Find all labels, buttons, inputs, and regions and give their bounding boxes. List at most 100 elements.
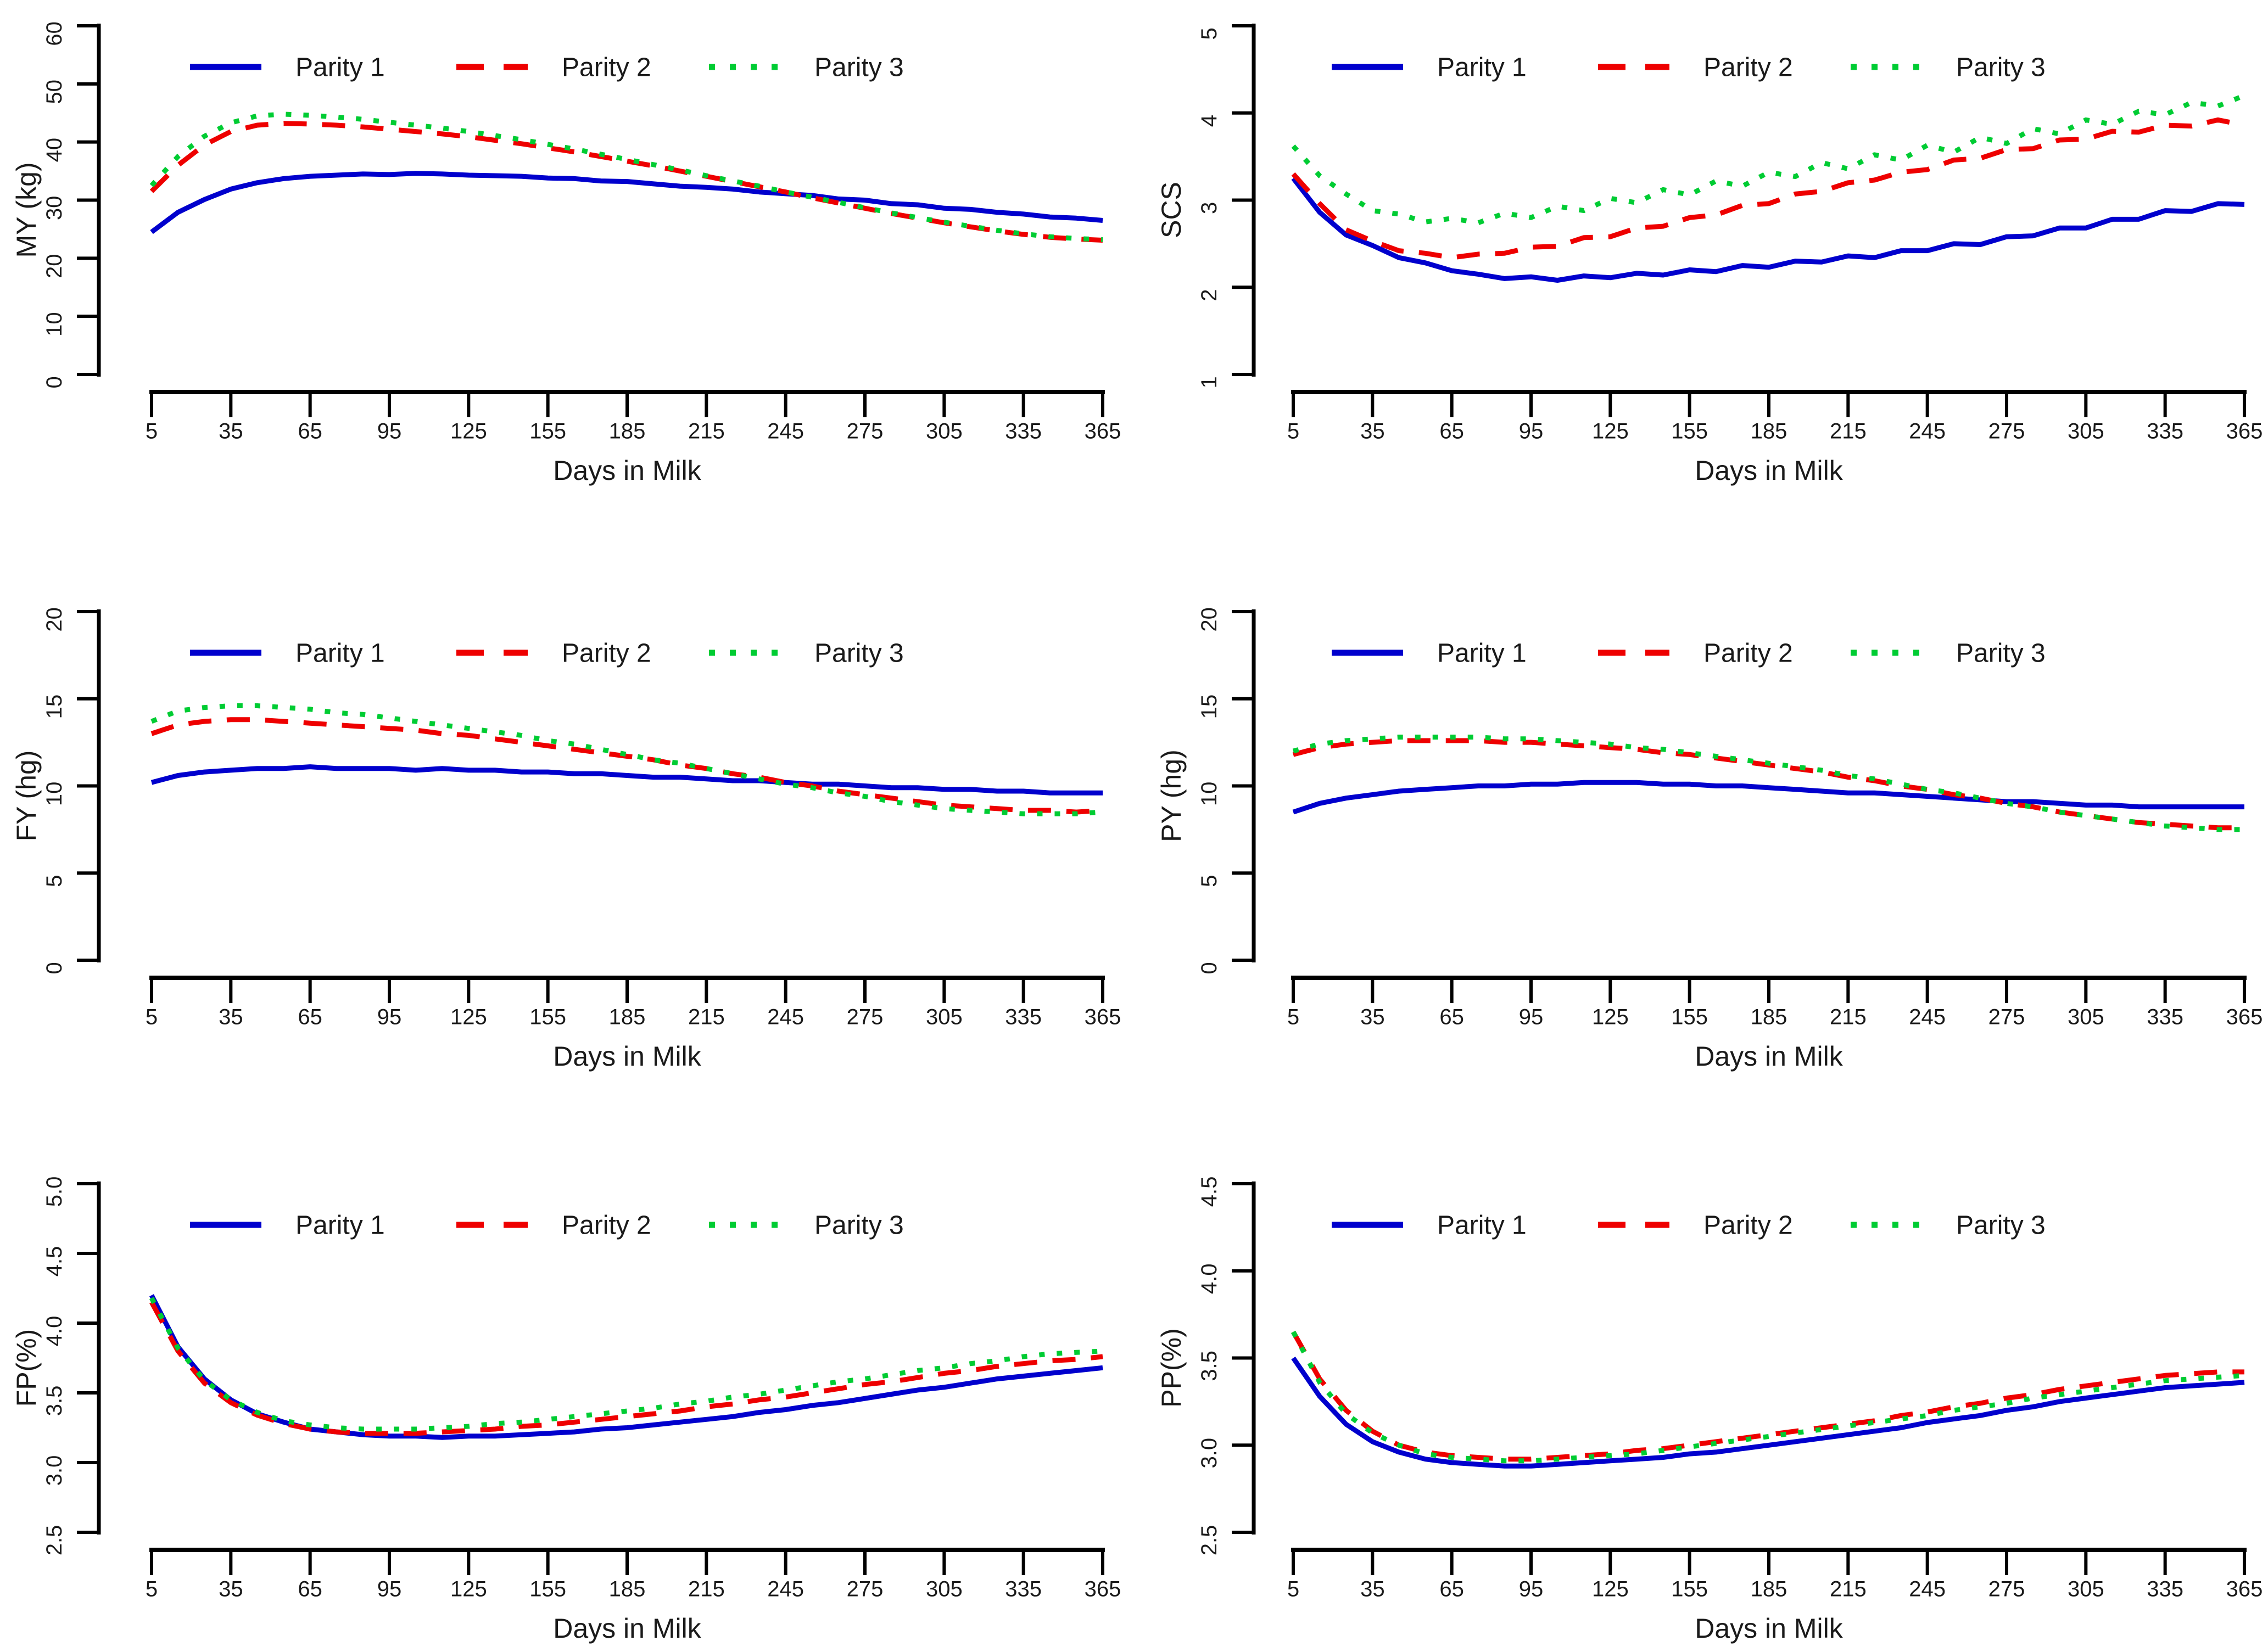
- x-tick-label: 335: [2147, 1005, 2183, 1029]
- x-tick-label: 365: [2226, 419, 2263, 443]
- legend-label: Parity 1: [295, 1211, 385, 1240]
- x-tick-label: 335: [1005, 1005, 1042, 1029]
- panel-FY-y-axis-title: FY (hg): [11, 751, 42, 842]
- x-tick-label: 365: [2226, 1577, 2263, 1601]
- y-tick-label: 4.0: [1197, 1263, 1221, 1294]
- panel-FP-x-axis-title: Days in Milk: [553, 1613, 701, 1644]
- x-tick-label: 125: [1592, 1577, 1629, 1601]
- x-tick-label: 305: [2068, 419, 2104, 443]
- panel-FY-line-parity-1: [150, 764, 1103, 796]
- x-tick-label: 65: [298, 1005, 322, 1029]
- x-tick-label: 5: [146, 1005, 158, 1029]
- x-tick-label: 95: [1519, 1005, 1544, 1029]
- y-tick-label: 4.5: [1197, 1177, 1221, 1207]
- y-tick-label: 10: [42, 312, 66, 337]
- x-tick-label: 125: [450, 419, 487, 443]
- panel-MY-line-parity-3: [149, 111, 1103, 242]
- y-tick-label: 20: [42, 607, 66, 632]
- x-tick-label: 35: [1360, 1577, 1385, 1601]
- x-tick-label: 185: [1751, 1005, 1787, 1029]
- y-tick-label: 10: [42, 782, 66, 807]
- y-tick-label: 5: [1197, 27, 1221, 40]
- y-tick-label: 5.0: [42, 1177, 66, 1207]
- y-tick-label: 2: [1197, 289, 1221, 301]
- y-tick-label: 3.0: [42, 1455, 66, 1486]
- legend-label: Parity 2: [1703, 639, 1793, 668]
- y-tick-label: 40: [42, 138, 66, 163]
- y-tick-label: 2.5: [42, 1525, 66, 1556]
- panel-MY-line-parity-1: [150, 171, 1103, 234]
- x-tick-label: 275: [1988, 1005, 2025, 1029]
- x-tick-label: 305: [2068, 1577, 2104, 1601]
- panel-PP-line-parity-3: [1291, 1330, 2245, 1464]
- legend-label: Parity 2: [1703, 1211, 1793, 1240]
- x-tick-label: 155: [529, 419, 566, 443]
- x-tick-label: 185: [609, 1005, 646, 1029]
- x-tick-label: 185: [609, 1577, 646, 1601]
- legend-label: Parity 3: [814, 639, 904, 668]
- x-tick-label: 125: [450, 1005, 487, 1029]
- x-tick-label: 35: [219, 1577, 243, 1601]
- y-tick-label: 1: [1197, 376, 1221, 388]
- legend-label: Parity 1: [295, 639, 385, 668]
- panel-PY-x-axis-title: Days in Milk: [1695, 1041, 1843, 1072]
- panel-PP-legend: Parity 1 Parity 2 Parity 3: [1332, 1211, 2046, 1240]
- y-tick-label: 10: [1197, 782, 1221, 807]
- x-tick-label: 275: [847, 1005, 884, 1029]
- x-tick-label: 305: [926, 1577, 963, 1601]
- x-tick-label: 275: [1988, 1577, 2025, 1601]
- y-tick-label: 3.5: [1197, 1351, 1221, 1381]
- panel-PY-line-parity-1: [1292, 780, 2244, 815]
- y-tick-label: 15: [1197, 695, 1221, 719]
- y-tick-label: 2.5: [1197, 1525, 1221, 1556]
- x-tick-label: 275: [1988, 419, 2025, 443]
- y-tick-label: 5: [42, 875, 66, 887]
- x-tick-label: 215: [688, 419, 725, 443]
- legend-label: Parity 1: [1437, 639, 1527, 668]
- y-tick-label: 3: [1197, 202, 1221, 214]
- x-tick-label: 245: [1909, 1005, 1946, 1029]
- x-tick-label: 275: [847, 419, 884, 443]
- panel-FP-line-parity-3: [149, 1297, 1103, 1432]
- panel-PY-line-parity-3: [1292, 735, 2244, 832]
- panel-PY-y-axis-title: PY (hg): [1156, 749, 1187, 842]
- x-tick-label: 305: [926, 419, 963, 443]
- panel-MY: 0 10 20 30 40 50 60 MY (kg) 5 35 65 95 125 155 185 215 2…: [11, 21, 1121, 486]
- x-tick-label: 65: [1439, 1005, 1464, 1029]
- x-tick-label: 155: [1671, 1577, 1708, 1601]
- x-tick-label: 5: [1287, 1577, 1299, 1601]
- x-tick-label: 215: [688, 1005, 725, 1029]
- panel-PY: 0 5 10 15 20 PY (hg) 5 35 65 95 125 155 185 215 245 275…: [1156, 607, 2263, 1072]
- x-tick-label: 215: [1830, 419, 1867, 443]
- panel-MY-x-axis-title: Days in Milk: [553, 455, 701, 486]
- panel-FP-y-axis-title: FP(%): [11, 1329, 42, 1407]
- x-tick-label: 95: [1519, 1577, 1544, 1601]
- panel-SCS-line-parity-2: [1291, 117, 2245, 260]
- x-tick-label: 275: [847, 1577, 884, 1601]
- panel-MY-y-axis-title: MY (kg): [11, 162, 42, 257]
- x-tick-label: 125: [450, 1577, 487, 1601]
- x-tick-label: 245: [767, 419, 804, 443]
- x-tick-label: 185: [1751, 1577, 1787, 1601]
- y-tick-label: 5: [1197, 875, 1221, 887]
- legend-label: Parity 3: [1956, 53, 2046, 82]
- y-tick-label: 20: [42, 254, 66, 278]
- x-tick-label: 365: [1085, 419, 1121, 443]
- x-tick-label: 335: [2147, 1577, 2183, 1601]
- x-tick-label: 65: [298, 1577, 322, 1601]
- y-tick-label: 60: [42, 21, 66, 46]
- y-tick-label: 0: [42, 962, 66, 974]
- panel-PP: 2.5 3.0 3.5 4.0 4.5 PP(%) 5 35 65 95 125 155 185 215 2…: [1156, 1177, 2263, 1644]
- x-tick-label: 35: [219, 419, 243, 443]
- panel-PP-line-parity-1: [1291, 1356, 2245, 1469]
- x-tick-label: 185: [1751, 419, 1787, 443]
- x-tick-label: 335: [1005, 1577, 1042, 1601]
- legend-label: Parity 1: [295, 53, 385, 82]
- legend-label: Parity 2: [562, 53, 651, 82]
- legend-label: Parity 1: [1437, 1211, 1527, 1240]
- panel-FY-legend: Parity 1 Parity 2 Parity 3: [190, 639, 904, 668]
- panel-SCS-line-parity-3: [1291, 93, 2245, 226]
